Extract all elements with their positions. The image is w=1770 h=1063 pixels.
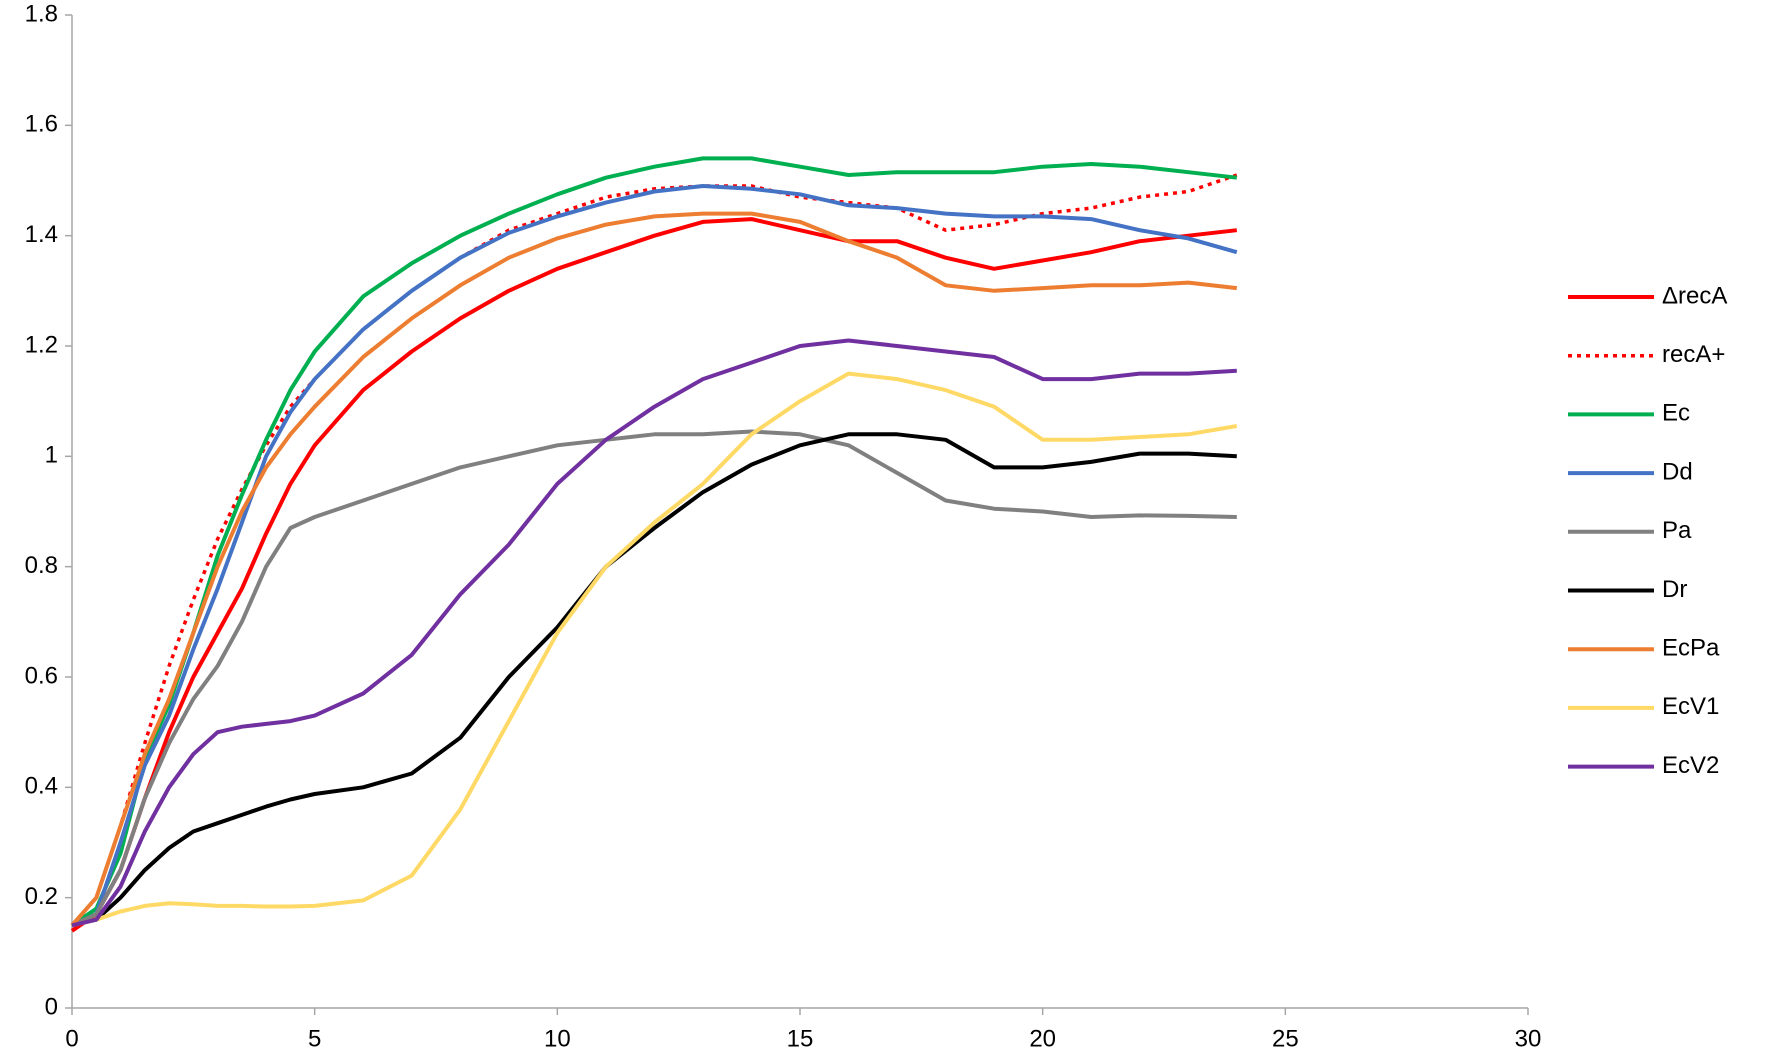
- y-tick-label: 0.2: [25, 883, 58, 910]
- legend-label: ΔrecA: [1662, 282, 1727, 309]
- data-line: [71, 338, 1237, 928]
- data-line: [71, 184, 1238, 928]
- y-tick-label: 0.4: [25, 773, 58, 800]
- data-line: [70, 156, 1238, 927]
- data-line: [70, 173, 1238, 927]
- legend-label: Ec: [1662, 400, 1690, 427]
- y-tick-label: 1.2: [25, 331, 58, 358]
- y-tick-label: 0.8: [25, 552, 58, 579]
- legend-label: EcPa: [1662, 635, 1720, 662]
- x-tick-label: 25: [1272, 1025, 1299, 1052]
- y-tick-label: 0.6: [25, 662, 58, 689]
- legend-label: recA+: [1662, 341, 1725, 368]
- legend-label: Dr: [1662, 576, 1687, 603]
- data-line: [71, 371, 1238, 928]
- x-tick-label: 30: [1515, 1025, 1542, 1052]
- y-tick-label: 1.6: [25, 111, 58, 138]
- y-tick-label: 1.8: [25, 0, 58, 27]
- legend-label: EcV1: [1662, 693, 1719, 720]
- data-line: [70, 211, 1238, 927]
- x-tick-label: 10: [544, 1025, 571, 1052]
- x-tick-label: 20: [1029, 1025, 1056, 1052]
- legend-label: Dd: [1662, 458, 1693, 485]
- data-line: [71, 432, 1237, 928]
- x-tick-label: 5: [308, 1025, 321, 1052]
- legend-label: EcV2: [1662, 752, 1719, 779]
- y-tick-label: 1.4: [25, 221, 58, 248]
- y-tick-label: 0: [45, 993, 58, 1020]
- x-tick-label: 0: [65, 1025, 78, 1052]
- legend-label: Pa: [1662, 517, 1692, 544]
- y-tick-label: 1: [45, 442, 58, 469]
- data-line: [70, 217, 1238, 933]
- data-line: [71, 429, 1237, 928]
- x-tick-label: 15: [787, 1025, 814, 1052]
